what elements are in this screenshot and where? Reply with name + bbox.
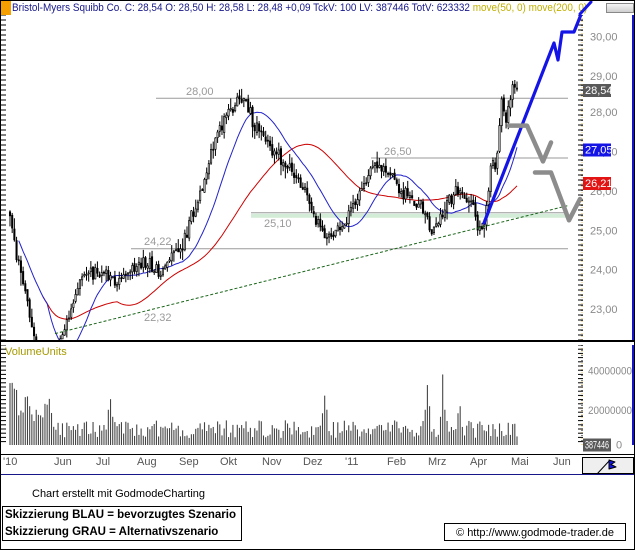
svg-text:25,00: 25,00	[590, 225, 618, 237]
svg-text:28,54: 28,54	[585, 85, 613, 97]
svg-text:0: 0	[616, 439, 622, 451]
svg-text:20000000: 20000000	[588, 405, 632, 417]
svg-text:25,10: 25,10	[264, 218, 292, 230]
svg-text:28,00: 28,00	[186, 86, 214, 98]
svg-text:28,00: 28,00	[590, 107, 618, 119]
svg-text:26,50: 26,50	[384, 146, 412, 158]
svg-text:23,00: 23,00	[590, 304, 618, 316]
svg-text:30,00: 30,00	[590, 32, 618, 44]
svg-text:24,00: 24,00	[590, 265, 618, 277]
svg-text:24,22: 24,22	[144, 236, 172, 248]
svg-text:40000000: 40000000	[588, 366, 632, 378]
svg-text:27,05: 27,05	[585, 144, 613, 156]
svg-text:387446: 387446	[585, 439, 609, 451]
svg-text:VolumeUnits: VolumeUnits	[5, 346, 67, 358]
svg-text:26,21: 26,21	[585, 178, 613, 190]
svg-text:22,32: 22,32	[144, 312, 172, 324]
svg-text:29,00: 29,00	[590, 71, 618, 83]
